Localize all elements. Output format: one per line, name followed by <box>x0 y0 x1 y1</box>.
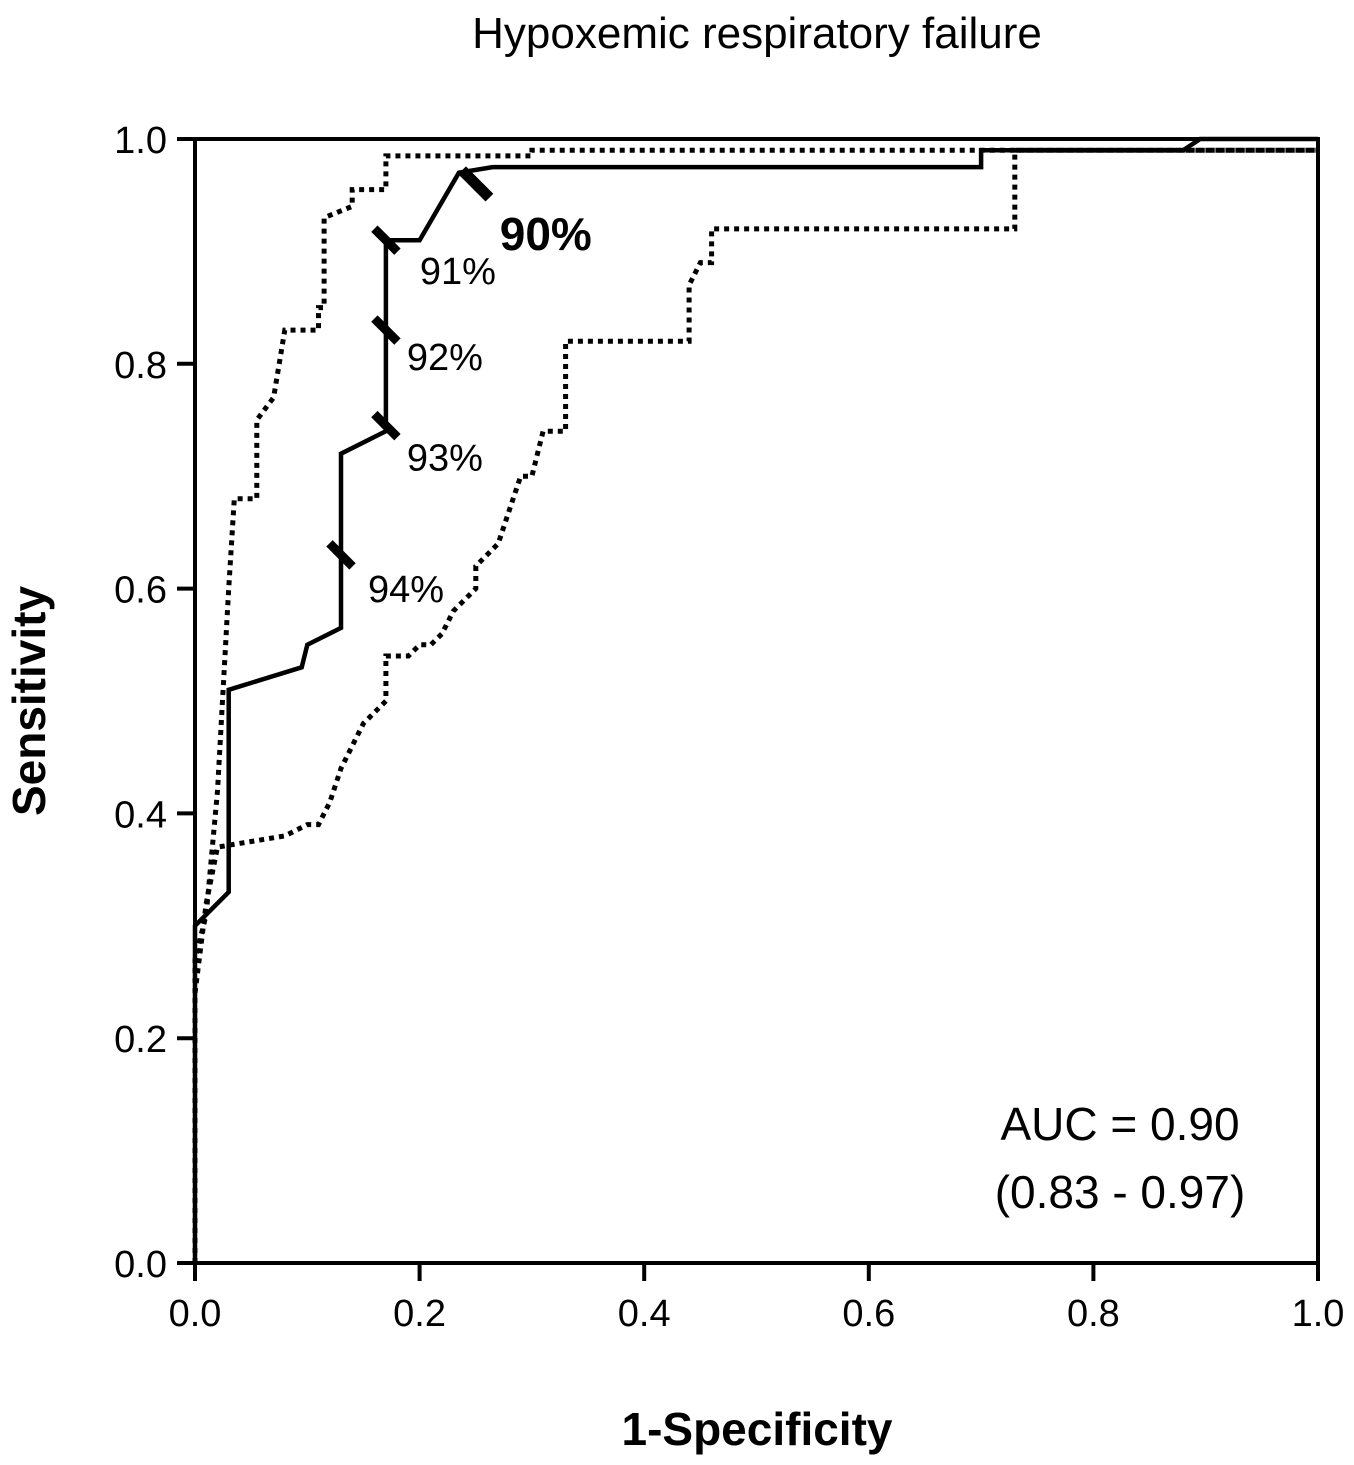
y-tick-label: 0.4 <box>114 794 167 836</box>
x-tick-label: 0.4 <box>618 1293 671 1335</box>
x-tick-label: 0.2 <box>393 1293 446 1335</box>
threshold-tick <box>326 540 356 570</box>
y-tick-label: 1.0 <box>114 120 167 162</box>
threshold-label: 94% <box>368 569 444 611</box>
threshold-label: 91% <box>420 251 496 293</box>
y-tick-label: 0.6 <box>114 570 167 612</box>
auc-ci-label: (0.83 - 0.97) <box>995 1166 1246 1218</box>
series-layer <box>192 136 1318 1263</box>
y-axis-title: Sensitivity <box>3 586 55 817</box>
x-tick-label: 0.8 <box>1067 1293 1120 1335</box>
x-axis: 0.0 0.2 0.4 0.6 0.8 1.0 <box>169 1263 1345 1335</box>
threshold-label: 93% <box>407 438 483 480</box>
threshold-tick <box>458 166 494 202</box>
y-tick-label: 0.2 <box>114 1019 167 1061</box>
threshold-label: 90% <box>500 208 592 260</box>
confidence-band-2 <box>192 147 1318 1263</box>
y-tick-label: 0.0 <box>114 1244 167 1286</box>
x-axis-title: 1-Specificity <box>622 1403 893 1455</box>
threshold-tick <box>371 315 401 345</box>
auc-label: AUC = 0.90 <box>1000 1098 1239 1150</box>
threshold-label: 92% <box>407 337 483 379</box>
y-axis: 0.0 0.2 0.4 0.6 0.8 1.0 <box>114 120 195 1286</box>
x-tick-label: 1.0 <box>1292 1293 1345 1335</box>
y-tick-label: 0.8 <box>114 345 167 387</box>
roc-curve <box>192 136 1318 1263</box>
x-tick-label: 0.0 <box>169 1293 222 1335</box>
confidence-band-1 <box>192 147 1318 1263</box>
threshold-tick <box>371 410 401 441</box>
threshold-tick <box>371 225 401 255</box>
plot-frame <box>193 137 1320 1265</box>
x-tick-label: 0.6 <box>842 1293 895 1335</box>
chart-title: Hypoxemic respiratory failure <box>472 9 1042 58</box>
threshold-markers: 90%91% 92% 93% 94% <box>326 166 592 611</box>
